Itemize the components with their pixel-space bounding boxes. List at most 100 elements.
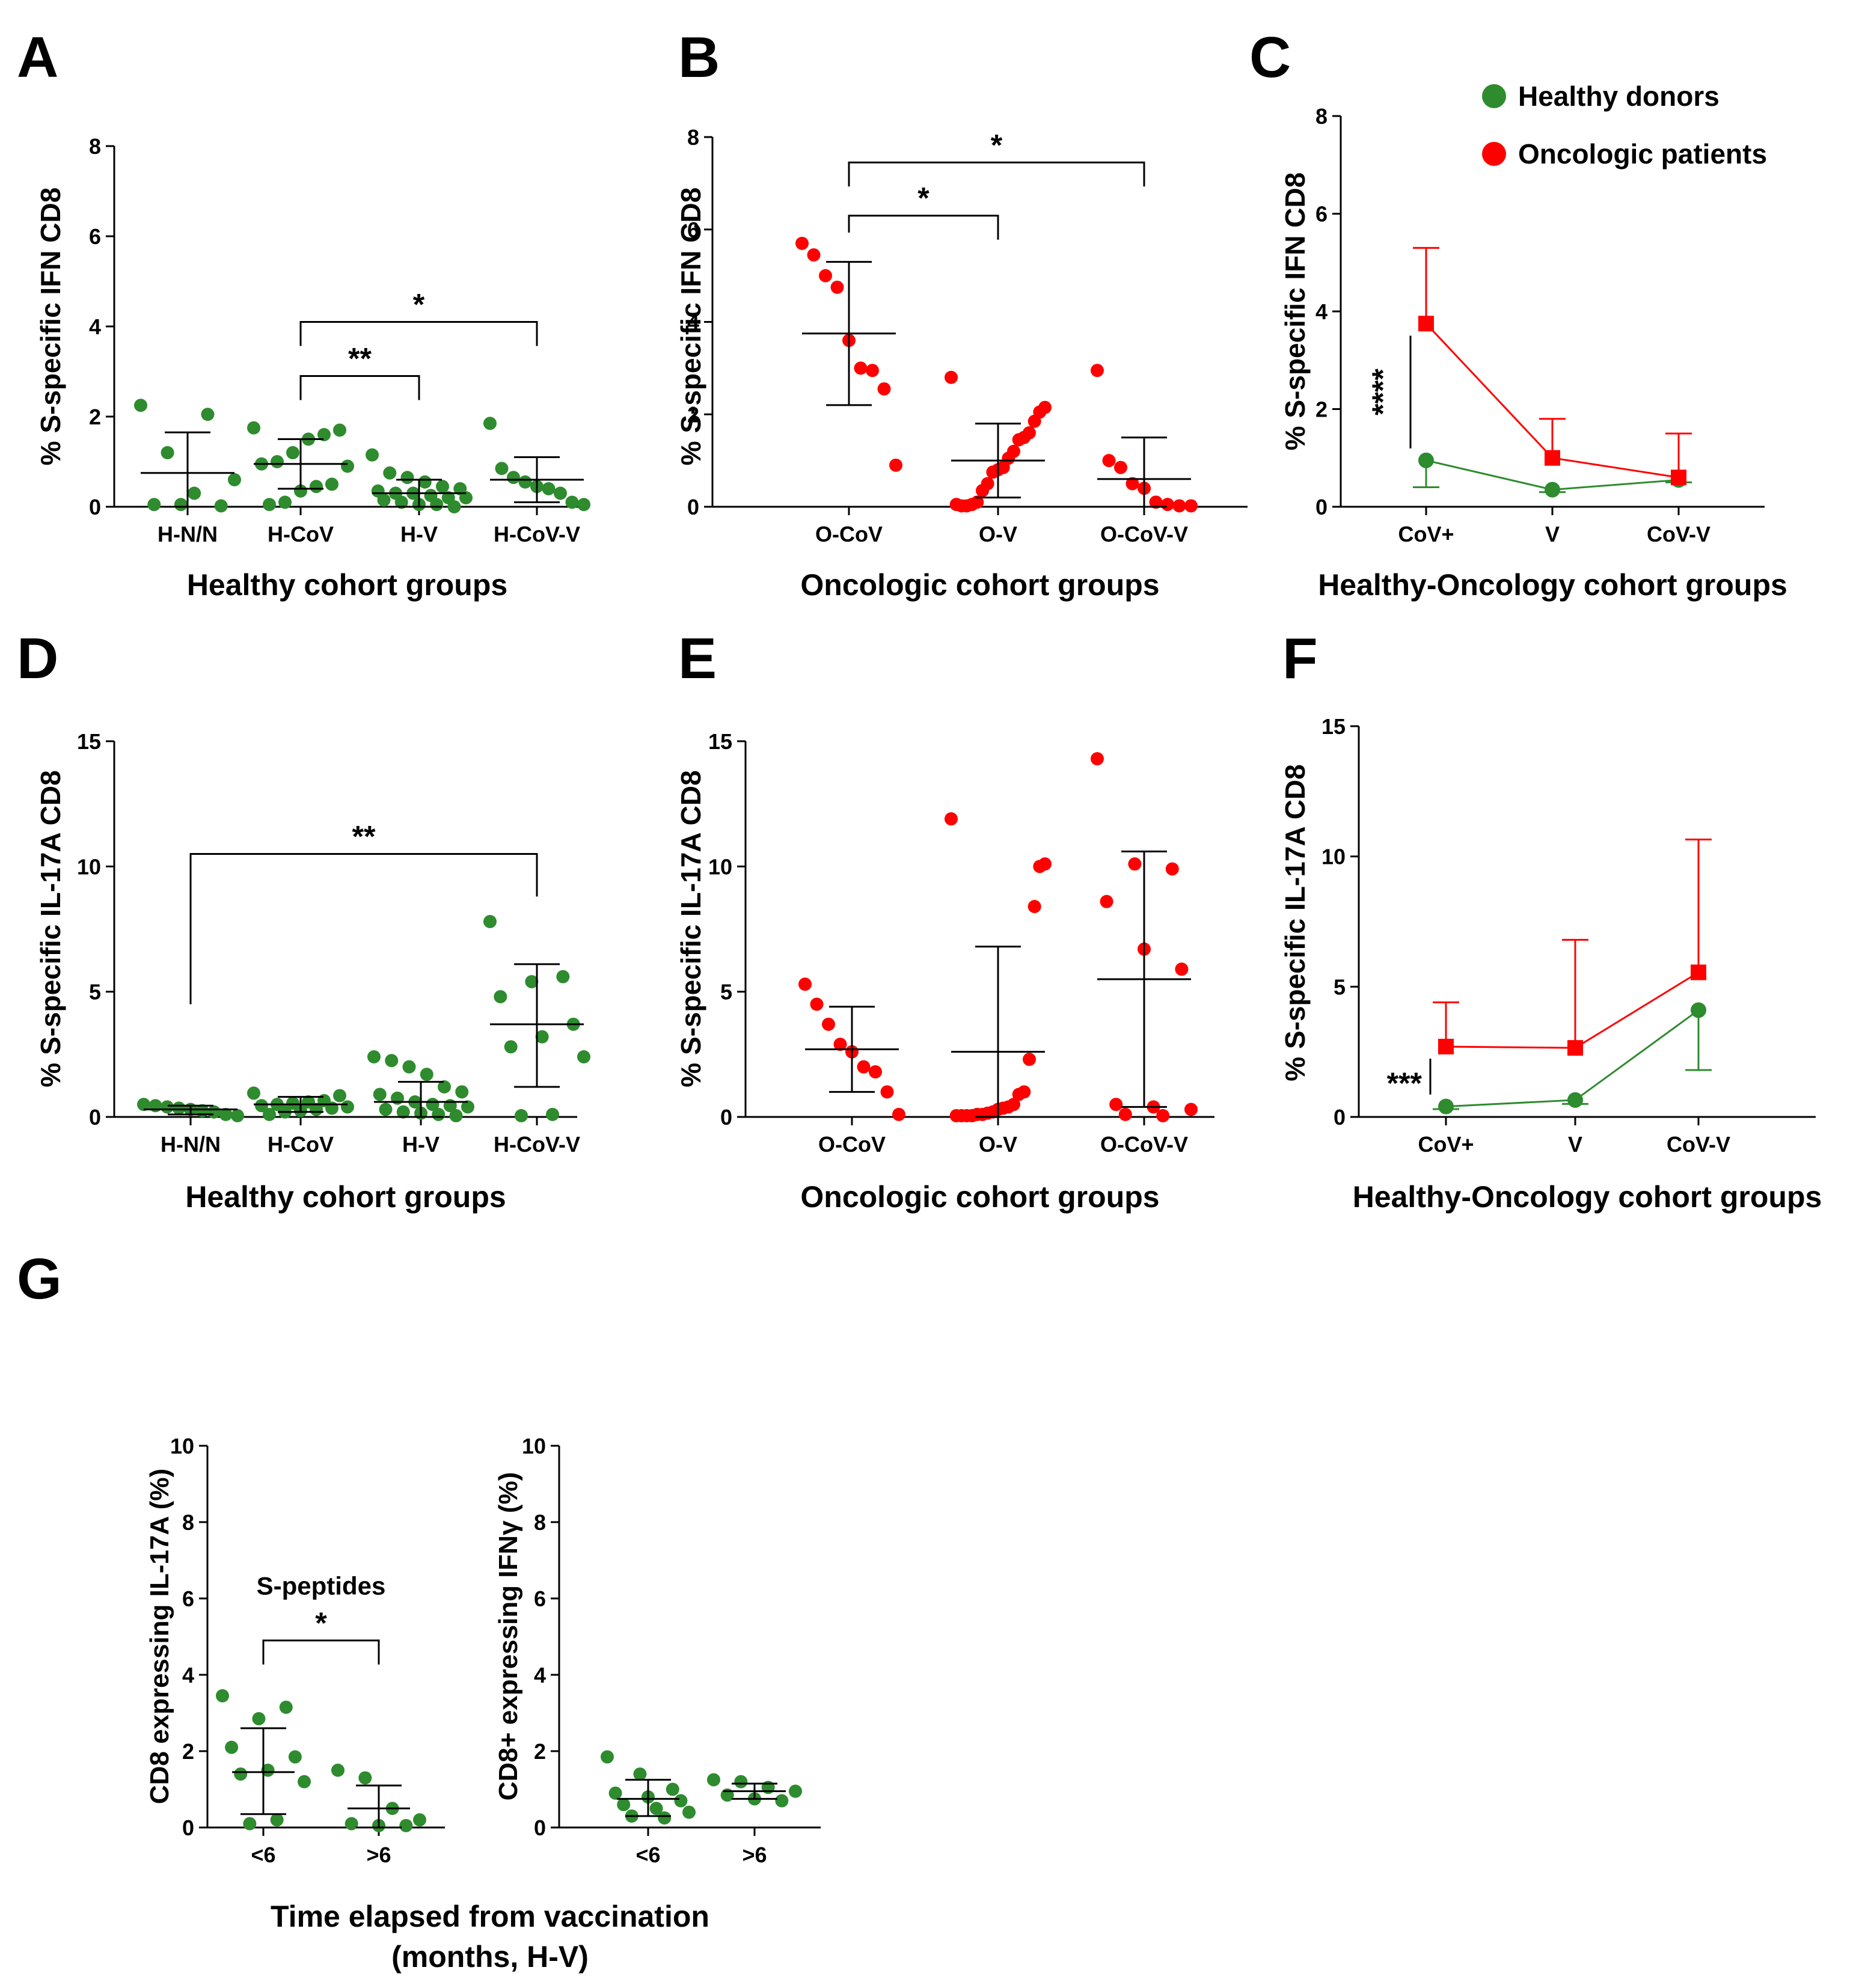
- data-point: [889, 458, 902, 472]
- y-axis-title: CD8+ expressing IFNγ (%): [494, 1472, 523, 1801]
- data-point: [400, 471, 414, 485]
- data-point: [1156, 1109, 1170, 1122]
- y-tick-label: 8: [1315, 104, 1328, 129]
- data-point: [219, 1107, 233, 1121]
- data-point: [436, 480, 449, 494]
- y-tick-label: 6: [687, 218, 699, 242]
- data-point: [333, 423, 346, 437]
- panel-a: A 0 2 4 6 8 H-N/N H-CoV H-V H-CoV-V % S-specific I…: [17, 25, 590, 602]
- significance-bracket: [299, 321, 538, 346]
- data-point: [271, 455, 284, 468]
- y-axis-title: % S-specific IFN CD8: [35, 188, 66, 466]
- data-point: [331, 1763, 345, 1777]
- y-tick-label: 15: [1321, 714, 1346, 739]
- x-tick-label: <6: [251, 1843, 275, 1867]
- data-point: [317, 428, 331, 441]
- y-tick-label: 4: [1315, 299, 1328, 324]
- y-axis-title: CD8 expressing IL-17A (%): [145, 1469, 174, 1804]
- data-point: [495, 462, 509, 476]
- g-xlabel-line2: (months, H-V): [391, 1940, 589, 1974]
- significance-label: *: [991, 128, 1003, 162]
- y-tick-label: 10: [1321, 845, 1346, 869]
- x-tick-label: H-N/N: [161, 1132, 221, 1157]
- data-point: [270, 1813, 284, 1827]
- y-axis-title: % S-specific IFN CD8: [1279, 173, 1311, 451]
- data-point: [345, 1817, 358, 1830]
- data-point: [207, 1105, 221, 1119]
- data-point: [461, 1100, 474, 1114]
- panel-letter-b: B: [678, 25, 720, 90]
- data-point: [877, 382, 891, 396]
- data-marker-circle: [1691, 1002, 1706, 1018]
- data-point: [413, 1813, 426, 1827]
- x-tick-label: CoV+: [1418, 1132, 1474, 1157]
- data-marker-square: [1418, 316, 1434, 332]
- data-point: [1012, 1087, 1026, 1101]
- x-tick-label: O-CoV-V: [1100, 522, 1188, 546]
- data-point: [1114, 460, 1127, 474]
- data-point: [325, 477, 338, 491]
- x-axis-title: Oncologic cohort groups: [800, 1180, 1159, 1214]
- data-point: [494, 990, 507, 1003]
- x-tick-label: O-CoV-V: [1100, 1132, 1188, 1157]
- data-point: [601, 1750, 614, 1764]
- data-point: [892, 1107, 905, 1121]
- data-point: [255, 1099, 268, 1113]
- data-point: [1128, 857, 1142, 871]
- data-point: [263, 498, 276, 512]
- data-marker-circle: [1418, 452, 1434, 468]
- data-point: [810, 997, 824, 1011]
- data-point: [608, 1786, 622, 1800]
- data-point: [649, 1802, 663, 1815]
- significance-label: ***: [1387, 1066, 1423, 1100]
- data-point: [402, 1060, 416, 1074]
- data-point: [174, 498, 188, 512]
- y-tick-label: 6: [89, 224, 101, 249]
- x-axis-title: Healthy cohort groups: [185, 1180, 506, 1214]
- data-point: [243, 1817, 257, 1830]
- y-tick-label: 5: [89, 980, 101, 1005]
- data-point: [658, 1811, 672, 1825]
- data-point: [949, 498, 963, 512]
- y-tick-label: 8: [534, 1510, 546, 1535]
- data-point: [734, 1775, 748, 1788]
- y-tick-label: 10: [522, 1434, 546, 1458]
- y-tick-label: 2: [89, 405, 101, 429]
- y-tick-label: 10: [170, 1434, 194, 1458]
- data-point: [546, 1107, 559, 1121]
- data-point: [1012, 433, 1026, 447]
- data-point: [137, 1098, 150, 1112]
- data-point: [1027, 900, 1041, 913]
- y-axis-title: % S-specific IL-17A CD8: [675, 770, 706, 1087]
- data-marker-square: [1438, 1039, 1454, 1054]
- y-tick-label: 2: [182, 1739, 194, 1764]
- x-tick-label: V: [1545, 522, 1560, 546]
- panel-c: C 0 2 4 6 8 CoV+ V CoV-V % S-specific IFN CD8 Heal…: [1249, 25, 1787, 602]
- x-tick-label: H-N/N: [158, 522, 218, 546]
- data-point: [525, 975, 539, 988]
- data-point: [945, 812, 958, 826]
- data-point: [201, 408, 215, 421]
- x-tick-label: >6: [366, 1843, 391, 1867]
- panel-d: D 0 5 10 15 H-N/N H-CoV H-V H-CoV-V % S-specific …: [17, 626, 590, 1214]
- data-point: [945, 370, 958, 384]
- x-tick-label: H-CoV-V: [494, 1132, 580, 1157]
- data-point: [830, 280, 844, 294]
- y-tick-label: 6: [1315, 202, 1328, 227]
- data-point: [775, 1794, 789, 1808]
- data-point: [252, 1712, 266, 1726]
- panel-letter-a: A: [17, 25, 58, 90]
- data-point: [554, 486, 567, 500]
- data-marker-circle: [1438, 1098, 1454, 1115]
- y-axis-title: % S-specific IL-17A CD8: [35, 770, 66, 1087]
- panel-letter-d: D: [17, 626, 58, 691]
- x-tick-label: V: [1568, 1132, 1582, 1157]
- data-point: [172, 1101, 186, 1115]
- data-point: [1100, 895, 1113, 908]
- y-tick-label: 2: [534, 1739, 546, 1764]
- x-tick-label: >6: [742, 1843, 767, 1867]
- y-tick-label: 0: [89, 495, 101, 519]
- data-point: [1023, 1053, 1036, 1066]
- data-point: [341, 1100, 354, 1114]
- data-point: [1102, 454, 1116, 468]
